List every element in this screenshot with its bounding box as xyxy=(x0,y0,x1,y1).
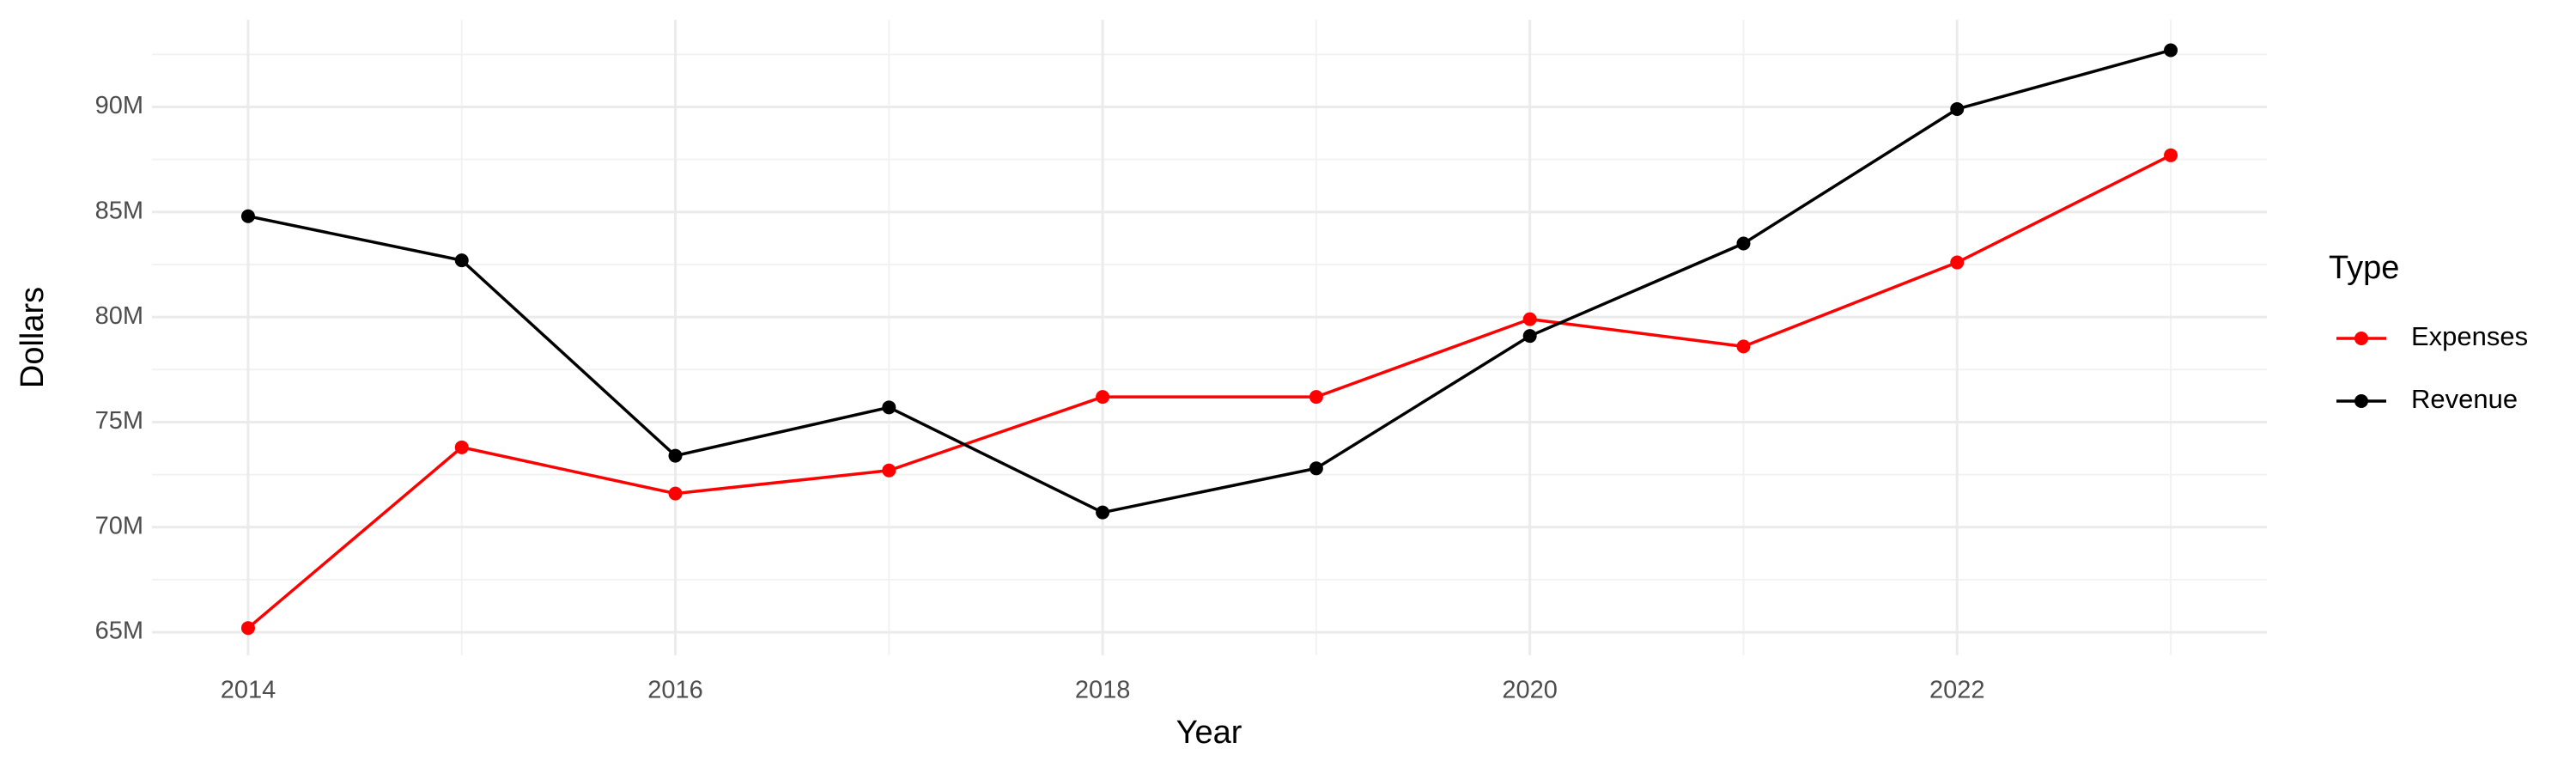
data-point xyxy=(668,486,683,501)
y-tick-label: 75M xyxy=(95,407,143,435)
data-point xyxy=(1096,390,1110,405)
data-point xyxy=(1736,236,1751,251)
x-tick-label: 2020 xyxy=(1502,677,1558,704)
y-tick-label: 70M xyxy=(95,512,143,539)
y-tick-label: 80M xyxy=(95,302,143,330)
data-point xyxy=(668,448,683,463)
data-point xyxy=(882,463,896,478)
data-point xyxy=(454,253,469,268)
y-axis-title: Dollars xyxy=(15,287,51,388)
series-line xyxy=(247,48,2172,514)
x-tick-label: 2014 xyxy=(221,677,276,704)
data-point xyxy=(2164,43,2178,58)
data-point xyxy=(454,440,469,454)
data-point xyxy=(1309,390,1323,405)
y-tick-label: 85M xyxy=(95,197,143,224)
data-point xyxy=(1736,339,1751,354)
x-tick-label: 2022 xyxy=(1929,677,1985,704)
legend-title: Type xyxy=(2329,250,2399,286)
legend-swatch-point xyxy=(2354,332,2368,345)
data-point xyxy=(1096,505,1110,520)
legend-swatch-point xyxy=(2354,394,2368,408)
x-tick-label: 2018 xyxy=(1075,677,1131,704)
x-tick-label: 2016 xyxy=(647,677,703,704)
legend-label: Revenue xyxy=(2411,384,2518,414)
data-point xyxy=(1950,101,1965,116)
data-point xyxy=(1522,329,1537,344)
data-point xyxy=(2164,148,2178,162)
y-tick-label: 65M xyxy=(95,618,143,645)
data-point xyxy=(240,209,255,223)
data-point xyxy=(1950,255,1965,270)
data-point xyxy=(882,400,896,415)
data-point xyxy=(240,621,255,636)
data-point xyxy=(1522,312,1537,326)
y-tick-label: 90M xyxy=(95,92,143,119)
series-line xyxy=(246,154,2172,630)
x-axis-title: Year xyxy=(1176,715,1242,751)
data-point xyxy=(1309,461,1323,476)
legend-label: Expenses xyxy=(2411,321,2528,351)
